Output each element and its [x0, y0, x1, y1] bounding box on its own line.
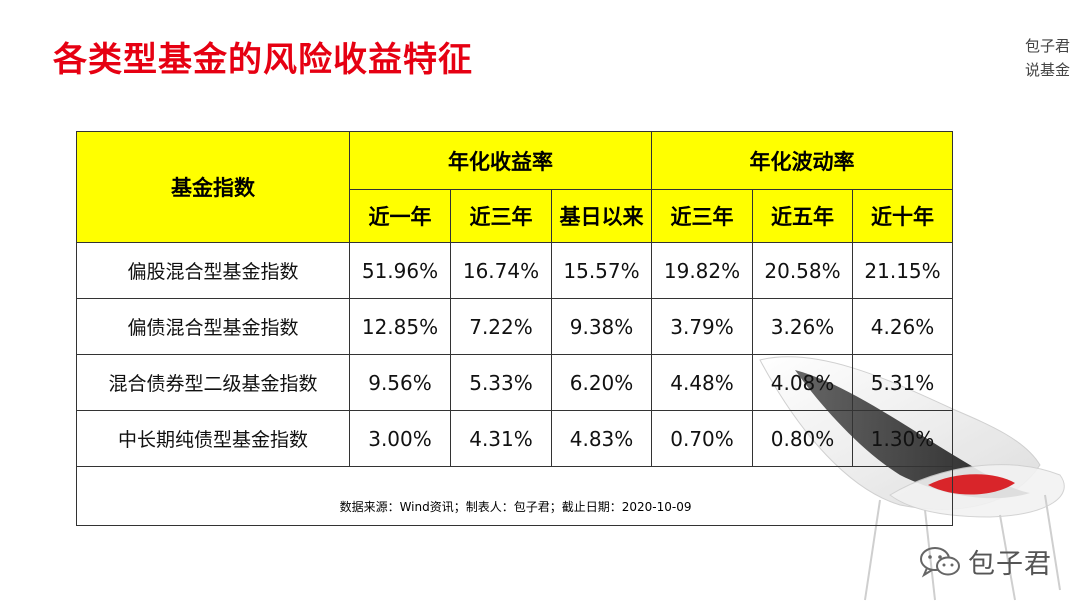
sub-header-return-3y: 近三年 [450, 189, 552, 243]
cell-value: 15.57% [550, 242, 653, 299]
header-annual-volatility: 年化波动率 [651, 131, 954, 190]
cell-value: 0.70% [651, 410, 754, 467]
table-row: 混合债券型二级基金指数 9.56% 5.33% 6.20% 4.48% 4.08… [76, 354, 954, 411]
cell-value: 16.74% [450, 242, 552, 299]
cell-value: 1.30% [852, 410, 954, 467]
table-footnote-cell: 数据来源：Wind资讯；制表人：包子君；截止日期：2020-10-09 [75, 466, 954, 526]
cell-value: 19.82% [651, 242, 754, 299]
fund-table: 基金指数 年化收益率 年化波动率 近一年 近三年 基日以来 近三年 近五年 近十… [75, 131, 954, 526]
cell-value: 51.96% [349, 242, 451, 299]
table-footnote: 数据来源：Wind资讯；制表人：包子君；截止日期：2020-10-09 [339, 499, 692, 514]
cell-value: 7.22% [450, 298, 552, 355]
brand-line-2: 说基金 [1024, 61, 1070, 79]
table-row: 偏债混合型基金指数 12.85% 7.22% 9.38% 3.79% 3.26%… [76, 298, 954, 355]
cell-value: 4.83% [550, 410, 653, 467]
header-fund-index: 基金指数 [76, 131, 350, 243]
watermark-text: 包子君 [968, 549, 1052, 580]
cell-value: 4.31% [450, 410, 552, 467]
page-title: 各类型基金的风险收益特征 [53, 40, 473, 80]
watermark: 包子君 [918, 542, 1052, 581]
row-name: 混合债券型二级基金指数 [76, 354, 350, 411]
cell-value: 12.85% [349, 298, 451, 355]
cell-value: 5.33% [450, 354, 552, 411]
cell-value: 4.48% [651, 354, 754, 411]
sub-header-volatility-10y: 近十年 [852, 189, 954, 243]
cell-value: 9.38% [550, 298, 653, 355]
row-name: 偏股混合型基金指数 [76, 242, 350, 299]
cell-value: 3.26% [752, 298, 854, 355]
sub-header-return-1y: 近一年 [349, 189, 451, 243]
cell-value: 9.56% [349, 354, 451, 411]
cell-value: 3.00% [349, 410, 451, 467]
cell-value: 20.58% [752, 242, 854, 299]
wechat-icon [920, 546, 960, 578]
row-name: 偏债混合型基金指数 [76, 298, 350, 355]
header-annual-return: 年化收益率 [348, 131, 653, 190]
cell-value: 6.20% [550, 354, 653, 411]
sub-header-volatility-3y: 近三年 [651, 189, 754, 243]
table-row: 中长期纯债型基金指数 3.00% 4.31% 4.83% 0.70% 0.80%… [76, 410, 954, 467]
cell-value: 3.79% [651, 298, 754, 355]
brand-label: 包子君 说基金 [1025, 34, 1070, 82]
cell-value: 0.80% [752, 410, 854, 467]
cell-value: 21.15% [852, 242, 954, 299]
table-row: 偏股混合型基金指数 51.96% 16.74% 15.57% 19.82% 20… [76, 242, 954, 299]
row-name: 中长期纯债型基金指数 [76, 410, 350, 467]
sub-header-return-since-base: 基日以来 [550, 189, 653, 243]
cell-value: 4.26% [852, 298, 954, 355]
brand-line-1: 包子君 [1024, 37, 1070, 55]
sub-header-volatility-5y: 近五年 [752, 189, 854, 243]
cell-value: 5.31% [852, 354, 954, 411]
cell-value: 4.08% [752, 354, 854, 411]
